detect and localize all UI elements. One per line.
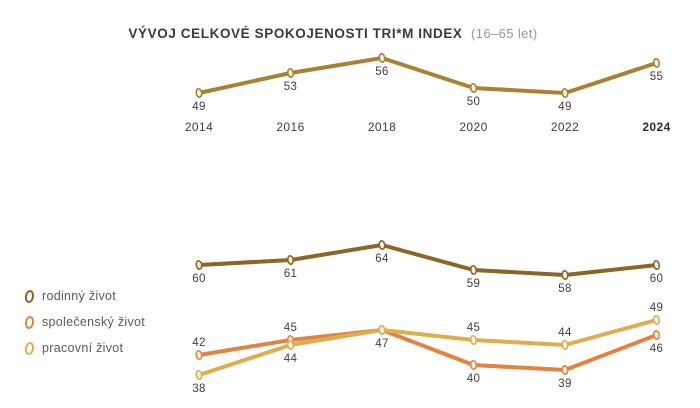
data-point-label-pracovni-zivot: 45 [467, 322, 480, 334]
chart-subtitle: (16–65 let) [471, 26, 538, 41]
chart-title-block: VÝVOJ CELKOVÉ SPOKOJENOSTI TRI*M INDEX (… [0, 25, 700, 43]
data-point-label-trim-index: 49 [192, 101, 205, 113]
data-point-marker-spolecensky-zivot [652, 330, 661, 340]
data-point-marker-rodinny-zivot [286, 255, 295, 265]
line-series-rodinny-zivot [197, 243, 659, 277]
data-point-label-pracovni-zivot: 49 [650, 302, 663, 314]
data-point-label-trim-index: 56 [375, 66, 388, 78]
data-point-marker-rodinny-zivot [561, 270, 569, 280]
legend-item-label: společenský život [42, 315, 146, 329]
data-point-marker-trim-index [469, 83, 478, 93]
data-point-marker-rodinny-zivot [378, 240, 386, 250]
axis-year-label: 2024 [642, 120, 670, 134]
data-point-label-pracovni-zivot: 38 [192, 383, 205, 395]
data-point-marker-rodinny-zivot [469, 265, 478, 275]
data-point-marker-spolecensky-zivot [561, 365, 569, 375]
chart-title: VÝVOJ CELKOVÉ SPOKOJENOSTI TRI*M INDEX [128, 26, 463, 41]
data-point-marker-pracovni-zivot [561, 340, 569, 350]
data-point-marker-pracovni-zivot [469, 335, 478, 345]
axis-year-label: 2022 [551, 120, 579, 134]
line-series-spolecensky-zivot [197, 328, 659, 372]
data-point-label-rodinny-zivot: 58 [558, 283, 571, 295]
legend: rodinný život společenský život pracovní… [23, 283, 146, 361]
data-point-marker-pracovni-zivot [286, 340, 295, 350]
legend-item-spolecensky-zivot: společenský život [23, 309, 146, 335]
legend-item-label: pracovní život [42, 341, 124, 355]
data-point-label-pracovni-zivot: 44 [558, 327, 572, 339]
spolecensky-zivot-marker-icon [23, 314, 36, 330]
data-point-label-spolecensky-zivot: 46 [650, 343, 663, 355]
data-point-marker-pracovni-zivot [652, 315, 661, 325]
data-point-marker-trim-index [195, 88, 203, 98]
legend-item-pracovni-zivot: pracovní život [23, 335, 145, 361]
data-point-label-spolecensky-zivot: 47 [375, 338, 388, 350]
axis-year-label: 2016 [276, 120, 304, 134]
axis-year-label: 2014 [185, 120, 213, 134]
data-point-label-pracovni-zivot: 44 [284, 353, 298, 365]
rodinny-zivot-marker-icon [23, 288, 36, 304]
line-series-trim-index [197, 56, 659, 95]
data-point-marker-rodinny-zivot [195, 260, 203, 270]
pracovni-zivot-marker-icon [23, 340, 36, 356]
axis-year-label: 2018 [368, 120, 396, 134]
data-point-marker-spolecensky-zivot [195, 350, 203, 360]
data-point-label-spolecensky-zivot: 40 [467, 373, 480, 385]
data-point-label-trim-index: 55 [650, 71, 663, 83]
data-point-label-rodinny-zivot: 64 [375, 253, 389, 265]
data-point-label-trim-index: 49 [558, 101, 571, 113]
data-point-label-rodinny-zivot: 59 [467, 278, 480, 290]
data-point-marker-pracovni-zivot [195, 370, 203, 380]
data-point-label-rodinny-zivot: 60 [192, 273, 205, 285]
data-point-label-rodinny-zivot: 61 [284, 268, 297, 280]
data-point-label-trim-index: 50 [467, 96, 480, 108]
data-point-label-spolecensky-zivot: 45 [284, 322, 297, 334]
data-point-label-spolecensky-zivot: 39 [558, 378, 571, 390]
data-point-marker-spolecensky-zivot [469, 360, 478, 370]
data-point-label-trim-index: 53 [284, 81, 297, 93]
data-point-marker-trim-index [286, 68, 295, 78]
data-point-marker-trim-index [561, 88, 569, 98]
data-point-marker-rodinny-zivot [652, 260, 661, 270]
data-point-marker-trim-index [652, 58, 661, 68]
legend-item-label: rodinný život [42, 289, 117, 303]
data-point-marker-trim-index [378, 53, 386, 63]
data-point-label-spolecensky-zivot: 42 [192, 337, 205, 349]
data-point-label-rodinny-zivot: 60 [650, 273, 663, 285]
line-series-pracovni-zivot [197, 318, 659, 377]
legend-item-rodinny-zivot: rodinný život [23, 283, 145, 309]
data-point-marker-pracovni-zivot [378, 325, 386, 335]
axis-year-label: 2020 [459, 120, 487, 134]
